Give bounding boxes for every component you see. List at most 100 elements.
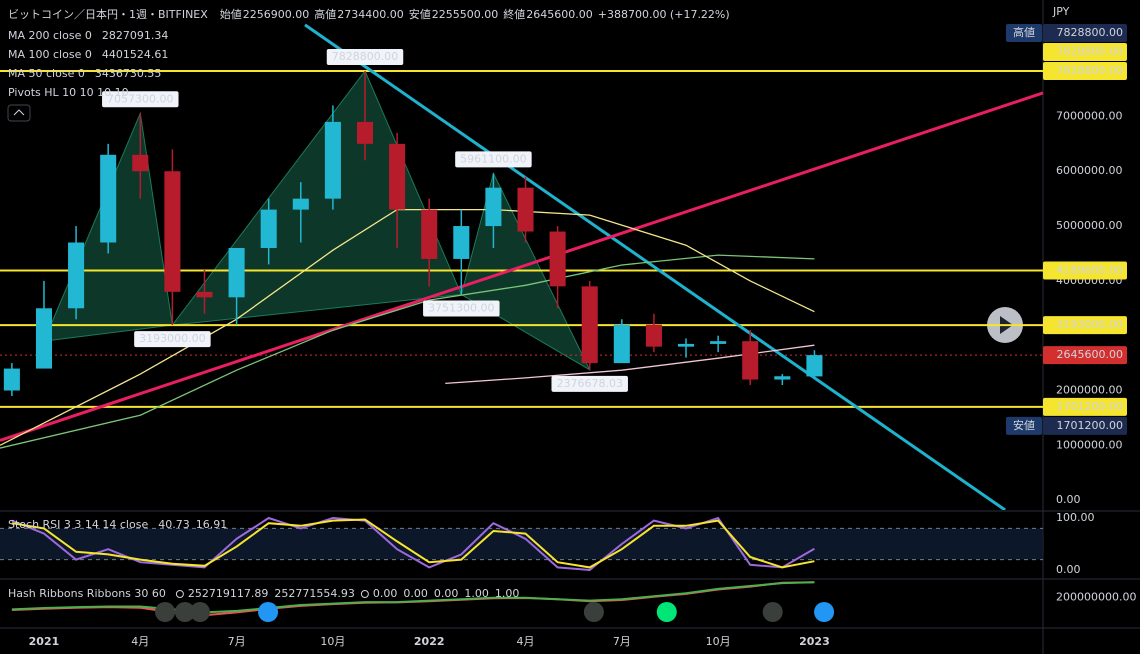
signal-dot <box>583 602 604 622</box>
pivot-label: 5961100.00 <box>460 152 526 165</box>
y-tick-label: 1000000.00 <box>1056 438 1122 451</box>
candle-body <box>774 376 791 380</box>
trendline <box>0 91 1043 442</box>
pivot-label-box <box>455 151 532 168</box>
x-tick-label: 7月 <box>613 635 631 648</box>
axis-label: 7828800.00 <box>1057 45 1123 58</box>
pivot-label: 3193000.00 <box>139 332 205 345</box>
ohlc-value: 2645600.00 <box>526 8 592 21</box>
candle-body <box>549 231 566 287</box>
ohlc-value: 2256900.00 <box>243 8 309 21</box>
axis-label-box <box>1043 416 1127 435</box>
candle-body <box>453 226 470 259</box>
candle-body <box>35 308 53 369</box>
pivot-label: 7057300.00 <box>107 92 173 105</box>
extreme-tag-box <box>1006 23 1042 42</box>
candle-body <box>164 171 181 292</box>
series-line <box>11 516 815 572</box>
collapse-button[interactable] <box>7 104 31 122</box>
axis-label-box <box>1043 316 1127 335</box>
y-tick-label: 0.00 <box>1056 493 1081 506</box>
candle-body <box>485 187 502 227</box>
y-tick-label: 7000000.00 <box>1056 109 1122 122</box>
y-tick-label: 200000000.00 <box>1056 591 1136 604</box>
indicator-value: 252719117.89 <box>188 587 268 600</box>
ohlc-value: 2255500.00 <box>432 8 498 21</box>
ohlc-name: 高値 <box>314 7 336 21</box>
x-tick-label: 2021 <box>29 635 60 648</box>
candle-body <box>806 355 823 377</box>
candle-body <box>132 154 149 172</box>
axis-label: 7828800.00 <box>1057 26 1123 39</box>
indicator-value: 4401524.61 <box>102 48 168 61</box>
indicator-value: 40.73 <box>158 518 190 531</box>
indicator-name: MA 200 close 0 <box>8 29 92 42</box>
signal-dot <box>656 602 677 622</box>
indicator-value: 3436730.55 <box>95 67 161 80</box>
x-tick-label: 2022 <box>414 635 445 648</box>
visibility-icon <box>175 590 184 598</box>
indicator-title: Stoch RSI 3 3 14 14 close <box>8 518 148 531</box>
pivot-label-box <box>102 91 179 108</box>
indicator-value: 1.00 <box>464 587 489 600</box>
indicator-value: 16.91 <box>196 518 228 531</box>
axis-label-box <box>1043 346 1127 365</box>
axis-label: 4189600.00 <box>1057 263 1123 276</box>
indicator-value: 0.00 <box>434 587 459 600</box>
candle-body <box>356 121 374 144</box>
signal-dot <box>762 602 783 622</box>
ohlc-name: 安値 <box>409 7 431 21</box>
panel <box>11 581 815 617</box>
candle-body <box>677 343 695 347</box>
axis-label: 1701200.00 <box>1057 400 1123 413</box>
pivot-label-box <box>551 375 628 392</box>
x-tick-label: 4月 <box>131 635 149 648</box>
extreme-tag: 高値 <box>1013 25 1035 39</box>
panel <box>0 516 1043 572</box>
pivot-label: 7828800.00 <box>332 50 398 63</box>
change: +388700.00 (+17.22%) <box>598 8 730 21</box>
indicator-value: 0.00 <box>373 587 398 600</box>
x-tick-label: 10月 <box>706 635 731 648</box>
candle-body <box>260 209 277 248</box>
pivot-label-box <box>134 331 211 348</box>
y-tick-label: 6000000.00 <box>1056 164 1122 177</box>
ohlc-value: 2734400.00 <box>337 8 403 21</box>
y-tick-label: 5000000.00 <box>1056 219 1122 232</box>
trendline <box>304 23 1006 510</box>
signal-dot <box>189 602 210 622</box>
series-line <box>11 518 815 569</box>
signal-dot <box>814 602 835 622</box>
y-tick-label: 100.00 <box>1056 511 1095 524</box>
axis-label: 1701200.00 <box>1057 419 1123 432</box>
candle-body <box>517 187 534 232</box>
candle-body <box>581 286 598 364</box>
candle-body <box>3 368 20 391</box>
candle-body <box>100 154 117 243</box>
extreme-tag: 安値 <box>1013 418 1035 432</box>
candle-body <box>421 209 438 259</box>
signal-dot <box>258 602 279 622</box>
signal-dot <box>155 602 176 622</box>
x-tick-label: 4月 <box>517 635 535 648</box>
axis-label: 3193000.00 <box>1057 318 1123 331</box>
axis-unit: JPY <box>1052 5 1070 18</box>
indicator-title: Hash Ribbons Ribbons 30 60 <box>8 587 166 600</box>
y-tick-label: 0.00 <box>1056 563 1081 576</box>
collapse-icon <box>13 109 25 116</box>
extreme-tag-box <box>1006 416 1042 435</box>
indicator-name: MA 100 close 0 <box>8 48 92 61</box>
indicator-value: 252771554.93 <box>274 587 354 600</box>
axis-label-box <box>1043 397 1127 416</box>
ohlc-name: 終値 <box>503 7 525 21</box>
indicator-name: MA 50 close 0 <box>8 67 85 80</box>
x-tick-label: 7月 <box>228 635 246 648</box>
indicator-value: 2827091.34 <box>102 29 168 42</box>
axis-label-box <box>1043 42 1127 61</box>
candle-body <box>645 324 662 347</box>
pivot-label-box <box>326 48 404 65</box>
indicator-value: 1.00 <box>495 587 520 600</box>
indicator-value: 0.00 <box>403 587 428 600</box>
